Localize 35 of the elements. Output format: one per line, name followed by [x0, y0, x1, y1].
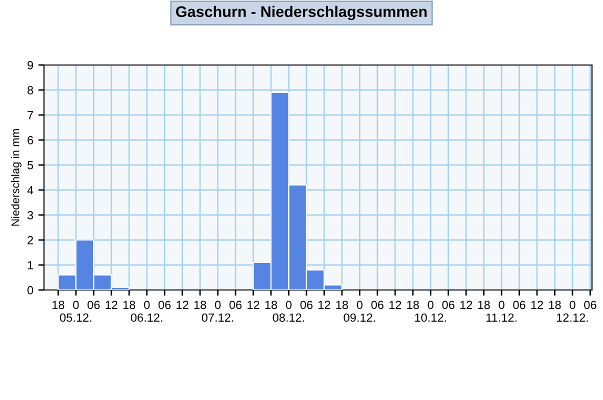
x-tick-label: 06: [88, 300, 100, 310]
x-tick-label: 18: [265, 300, 278, 310]
x-tick-label: 06: [158, 300, 171, 310]
x-tick-label: 18: [549, 300, 561, 310]
chart-title: Gaschurn - Niederschlagssummen: [176, 6, 427, 20]
x-tick-label: 12: [176, 300, 188, 309]
y-tick-label: 6: [28, 136, 34, 144]
x-tick-label: 18: [52, 300, 64, 310]
x-tick-label: 06: [442, 300, 454, 310]
y-tick-label: 3: [27, 211, 34, 220]
x-tick-label: 12: [460, 300, 472, 309]
x-tick-label: 18: [336, 300, 348, 310]
y-tick-label: 0: [27, 286, 34, 294]
x-tick-label: 06: [229, 300, 242, 310]
x-tick-label: 06: [584, 300, 596, 310]
x-tick-label: 12: [106, 300, 118, 309]
y-tick-label: 2: [28, 236, 33, 244]
y-tick-label: 9: [28, 61, 34, 70]
y-tick-label: 7: [28, 111, 33, 120]
x-tick-label: 06: [513, 300, 526, 310]
x-tick-label: 06: [300, 300, 313, 310]
x-tick-label: 18: [194, 300, 206, 310]
y-tick-label: 8: [28, 86, 34, 94]
x-tick-label: 18: [478, 300, 490, 310]
x-tick-label: 06: [371, 300, 384, 310]
x-tick-label: 12: [531, 300, 543, 309]
y-tick-label: 4: [27, 186, 34, 194]
x-tick-label: 12: [318, 300, 330, 309]
x-tick-label: 12: [389, 300, 402, 309]
y-tick-label: 1: [28, 261, 34, 270]
x-tick-label: 12: [248, 300, 260, 309]
y-axis-title: Niederschlag in mm: [11, 129, 22, 226]
y-tick-label: 5: [27, 161, 34, 170]
x-tick-label: 18: [123, 300, 136, 310]
x-tick-label: 18: [407, 300, 419, 310]
